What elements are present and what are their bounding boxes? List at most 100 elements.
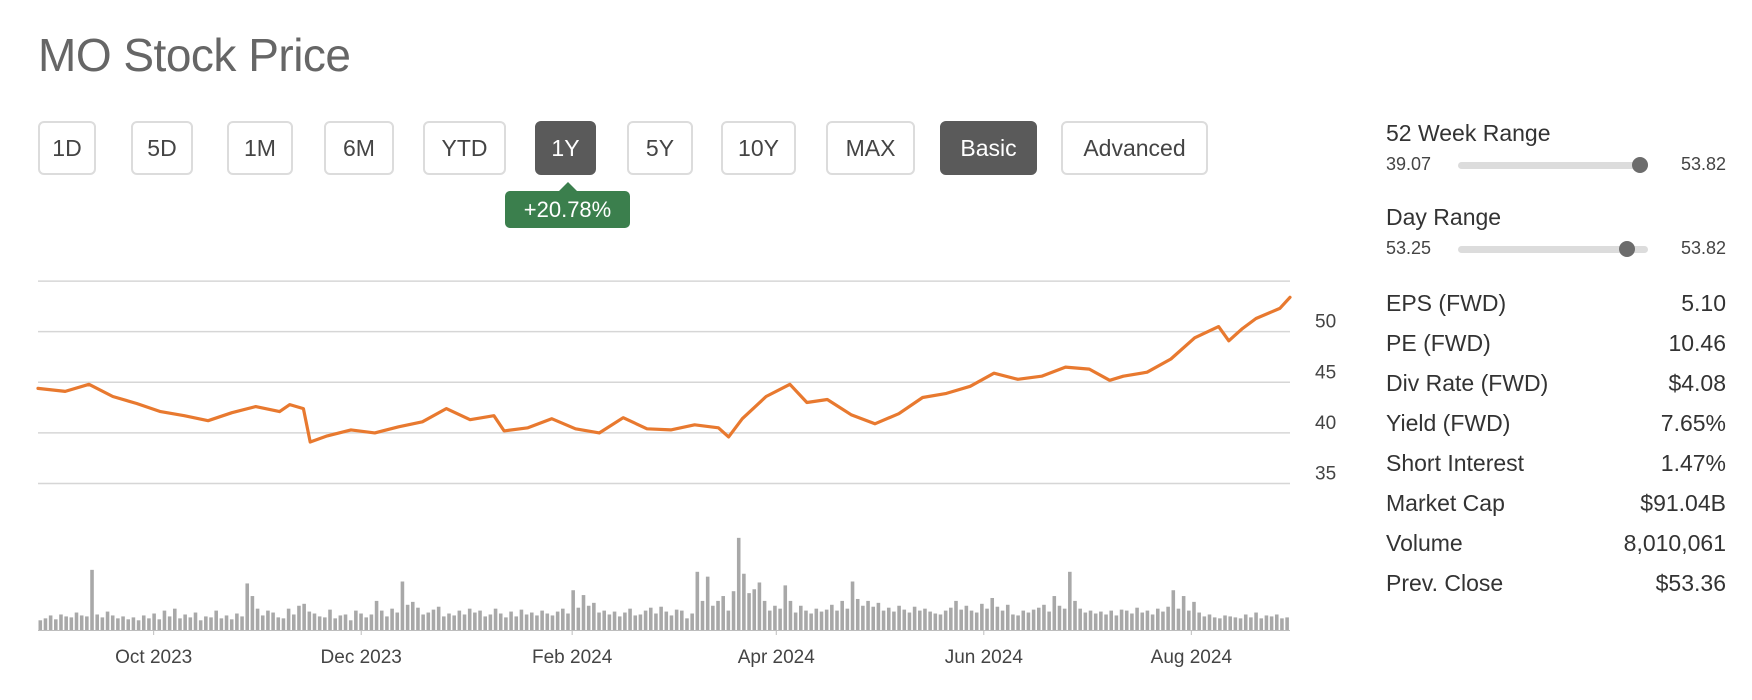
- stat-row-market-cap: Market Cap $91.04B: [1386, 490, 1726, 520]
- stat-label: Short Interest: [1386, 450, 1525, 476]
- volume-bar: [173, 608, 177, 630]
- volume-bar: [90, 569, 94, 630]
- volume-bar: [1011, 614, 1015, 630]
- volume-bar: [1047, 611, 1051, 630]
- volume-bar: [974, 612, 979, 630]
- x-tick-label: Oct 2023: [115, 647, 192, 668]
- volume-bar: [964, 605, 969, 630]
- volume-bar: [923, 608, 927, 630]
- stat-value: $4.08: [1668, 370, 1726, 396]
- volume-bar: [188, 617, 193, 630]
- volume-bar: [141, 615, 146, 630]
- volume-bar: [338, 615, 343, 630]
- volume-bar: [571, 590, 575, 630]
- range-button-1y[interactable]: 1Y: [535, 121, 596, 175]
- volume-bar: [788, 600, 793, 630]
- volume-bar: [152, 613, 156, 630]
- volume-bar: [204, 616, 208, 630]
- volume-bar: [281, 618, 286, 630]
- volume-bar: [379, 610, 384, 630]
- volume-bar: [928, 611, 932, 630]
- volume-bar: [980, 603, 984, 630]
- x-tick-label: Feb 2024: [532, 647, 613, 668]
- volume-bar: [1285, 617, 1289, 630]
- volume-bar: [1181, 596, 1186, 630]
- price-line-layer: [36, 295, 1292, 444]
- volume-bar: [1212, 617, 1217, 630]
- volume-bar: [359, 613, 363, 630]
- volume-bar: [1000, 610, 1005, 630]
- volume-bar: [990, 597, 995, 630]
- volume-bar: [886, 607, 891, 630]
- chart-axes: 35 40 45 50 Oct 2023 Dec 2023 Feb 2024 Apr 2024…: [38, 312, 1336, 668]
- volume-bar: [224, 615, 229, 630]
- volume-bar: [995, 606, 1000, 630]
- volume-bar: [747, 593, 751, 630]
- volume-bar: [1140, 612, 1145, 630]
- volume-bar: [266, 610, 270, 630]
- volume-bar: [219, 618, 224, 630]
- volume-bar: [617, 616, 622, 630]
- range-button-1m[interactable]: 1M: [227, 121, 293, 175]
- week52-high: 53.82: [1680, 154, 1726, 174]
- volume-bar: [1238, 618, 1243, 630]
- volume-bar: [902, 609, 907, 630]
- volume-bar: [1145, 610, 1150, 630]
- volume-bar: [286, 608, 291, 630]
- volume-bar: [949, 607, 953, 630]
- volume-bar: [38, 620, 43, 630]
- range-button-5d[interactable]: 5D: [131, 121, 193, 175]
- volume-bar: [1005, 604, 1010, 630]
- volume-bar: [410, 601, 415, 630]
- volume-bar: [845, 608, 850, 630]
- volume-bar: [1274, 614, 1279, 630]
- volume-bar: [1031, 609, 1036, 630]
- volume-bar: [514, 616, 519, 630]
- volume-bar: [633, 615, 638, 630]
- volume-bar: [612, 611, 617, 630]
- volume-bar: [912, 606, 917, 630]
- range-button-10y[interactable]: 10Y: [721, 121, 796, 175]
- volume-bar: [628, 608, 632, 630]
- range-button-max[interactable]: MAX: [826, 121, 915, 175]
- volume-bar: [1197, 612, 1201, 630]
- stat-row-pe: PE (FWD) 10.46: [1386, 330, 1726, 360]
- range-button-1d[interactable]: 1D: [38, 121, 96, 175]
- view-button-basic[interactable]: Basic: [940, 121, 1037, 175]
- y-tick-label: 35: [1315, 464, 1336, 485]
- volume-bar: [240, 616, 244, 630]
- range-button-5y[interactable]: 5Y: [627, 121, 693, 175]
- volume-bar: [426, 612, 431, 630]
- stat-row-eps: EPS (FWD) 5.10: [1386, 290, 1726, 320]
- volume-bar: [1057, 605, 1062, 630]
- volume-bar: [752, 589, 757, 630]
- range-button-ytd[interactable]: YTD: [423, 121, 506, 175]
- volume-bar: [985, 608, 989, 630]
- volume-bar: [178, 618, 182, 630]
- stat-label: Div Rate (FWD): [1386, 370, 1549, 396]
- volume-bar: [1218, 618, 1222, 630]
- volume-bar: [1166, 606, 1170, 630]
- volume-bars: [38, 537, 1289, 630]
- volume-bar: [229, 619, 234, 630]
- x-tick-label: Dec 2023: [321, 647, 402, 668]
- volume-bar: [457, 610, 462, 630]
- range-button-6m[interactable]: 6M: [324, 121, 394, 175]
- volume-bar: [695, 571, 700, 630]
- volume-bar: [297, 605, 301, 630]
- week52-range-marker: [1632, 157, 1649, 173]
- volume-bar: [1052, 596, 1057, 630]
- volume-bar: [209, 617, 213, 630]
- x-tick-label: Apr 2024: [738, 647, 816, 668]
- volume-bar: [488, 614, 493, 630]
- volume-bar: [773, 605, 777, 630]
- volume-bar: [680, 610, 684, 630]
- day-low: 53.25: [1386, 238, 1432, 258]
- stat-row-yield: Yield (FWD) 7.65%: [1386, 410, 1726, 440]
- volume-bar: [519, 609, 524, 630]
- view-button-advanced[interactable]: Advanced: [1061, 121, 1208, 175]
- volume-bar: [183, 614, 187, 630]
- volume-bar: [654, 613, 658, 630]
- volume-bar: [400, 581, 405, 630]
- volume-bar: [498, 613, 503, 630]
